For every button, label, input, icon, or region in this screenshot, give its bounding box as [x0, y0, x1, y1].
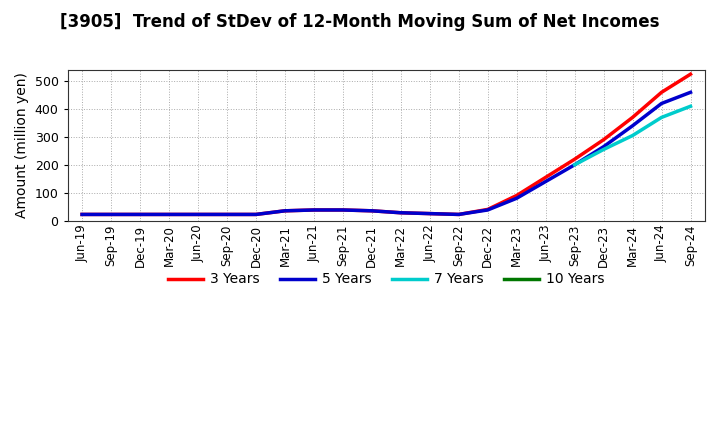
Legend: 3 Years, 5 Years, 7 Years, 10 Years: 3 Years, 5 Years, 7 Years, 10 Years	[163, 267, 610, 292]
Y-axis label: Amount (million yen): Amount (million yen)	[15, 72, 29, 218]
Text: [3905]  Trend of StDev of 12-Month Moving Sum of Net Incomes: [3905] Trend of StDev of 12-Month Moving…	[60, 13, 660, 31]
